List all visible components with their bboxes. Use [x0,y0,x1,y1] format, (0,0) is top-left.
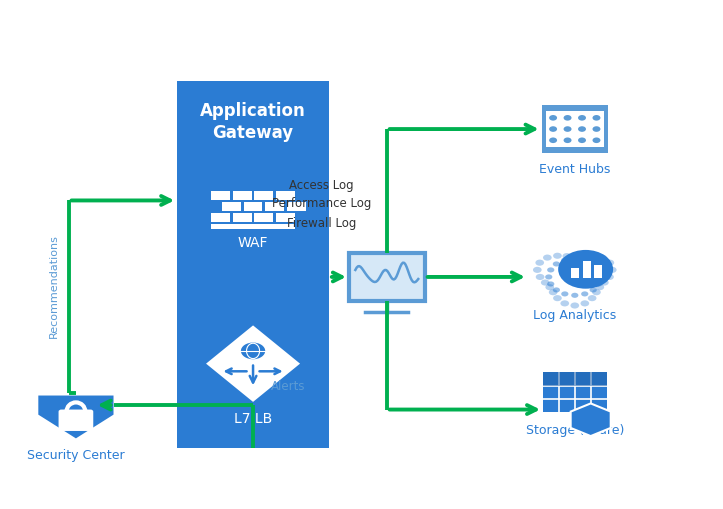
Circle shape [593,138,601,144]
Circle shape [536,260,544,266]
Circle shape [560,301,569,307]
Text: Application
Gateway: Application Gateway [200,102,306,141]
Polygon shape [206,326,300,402]
Circle shape [549,116,557,121]
Bar [594,266,602,279]
Bar [211,191,230,201]
FancyBboxPatch shape [349,253,425,301]
Circle shape [547,268,555,273]
Circle shape [553,288,560,293]
Bar [254,214,273,223]
Bar [233,191,252,201]
Circle shape [593,116,601,121]
Bar [604,105,608,154]
Circle shape [578,138,586,144]
Circle shape [570,303,579,309]
Bar [543,373,607,412]
Circle shape [541,280,549,286]
FancyBboxPatch shape [177,81,329,448]
Text: Access Log
Performance Log
Firewall Log: Access Log Performance Log Firewall Log [272,178,372,229]
Bar [276,214,295,223]
Text: L7 LB: L7 LB [234,411,272,425]
Bar [244,203,262,212]
Circle shape [595,268,602,273]
Circle shape [553,296,562,302]
Bar [222,203,241,212]
FancyBboxPatch shape [59,410,93,431]
Polygon shape [570,404,611,436]
Text: Storage (Azure): Storage (Azure) [526,423,624,436]
Circle shape [549,138,557,144]
Circle shape [581,301,589,307]
Bar [542,105,546,154]
Bar [211,214,230,223]
Bar [276,191,295,201]
Circle shape [578,116,586,121]
Bar [542,105,608,111]
Circle shape [593,127,601,132]
Text: Event Hubs: Event Hubs [539,163,610,176]
Circle shape [589,288,596,293]
Circle shape [561,258,568,263]
Text: Recommendations: Recommendations [49,233,59,337]
Circle shape [240,342,266,360]
Circle shape [605,260,614,266]
Bar [254,191,273,201]
Circle shape [592,290,601,296]
Circle shape [608,267,617,273]
Circle shape [596,285,604,291]
Bar [571,269,579,279]
Circle shape [553,253,562,259]
Circle shape [536,274,544,280]
Bar [583,262,591,279]
Circle shape [578,253,587,260]
Circle shape [598,255,607,261]
Text: Log Analytics: Log Analytics [533,308,617,321]
Circle shape [564,138,572,144]
Circle shape [564,116,572,121]
Text: Security Center: Security Center [27,448,125,461]
Circle shape [549,290,557,296]
Circle shape [543,255,552,261]
Circle shape [588,296,596,302]
Text: Alerts: Alerts [271,380,306,392]
Circle shape [600,280,609,286]
Circle shape [570,254,579,260]
Polygon shape [38,396,114,438]
Circle shape [589,262,596,267]
Bar [543,373,607,386]
Circle shape [571,293,578,298]
Circle shape [553,262,560,267]
Circle shape [578,127,586,132]
Bar [211,225,295,230]
Circle shape [597,275,604,280]
Circle shape [595,282,602,287]
Text: WAF: WAF [238,236,268,249]
Bar [265,203,284,212]
Bar [542,148,608,154]
Circle shape [561,292,568,297]
Circle shape [571,257,578,262]
Bar [287,203,306,212]
Circle shape [549,127,557,132]
Circle shape [545,275,552,280]
Circle shape [581,292,589,297]
Circle shape [533,267,542,273]
Circle shape [588,253,596,259]
Bar [233,214,252,223]
Circle shape [562,253,571,260]
Circle shape [564,127,572,132]
Circle shape [545,285,554,291]
Circle shape [558,250,613,289]
Circle shape [547,282,555,287]
Circle shape [605,274,614,280]
Circle shape [581,258,589,263]
